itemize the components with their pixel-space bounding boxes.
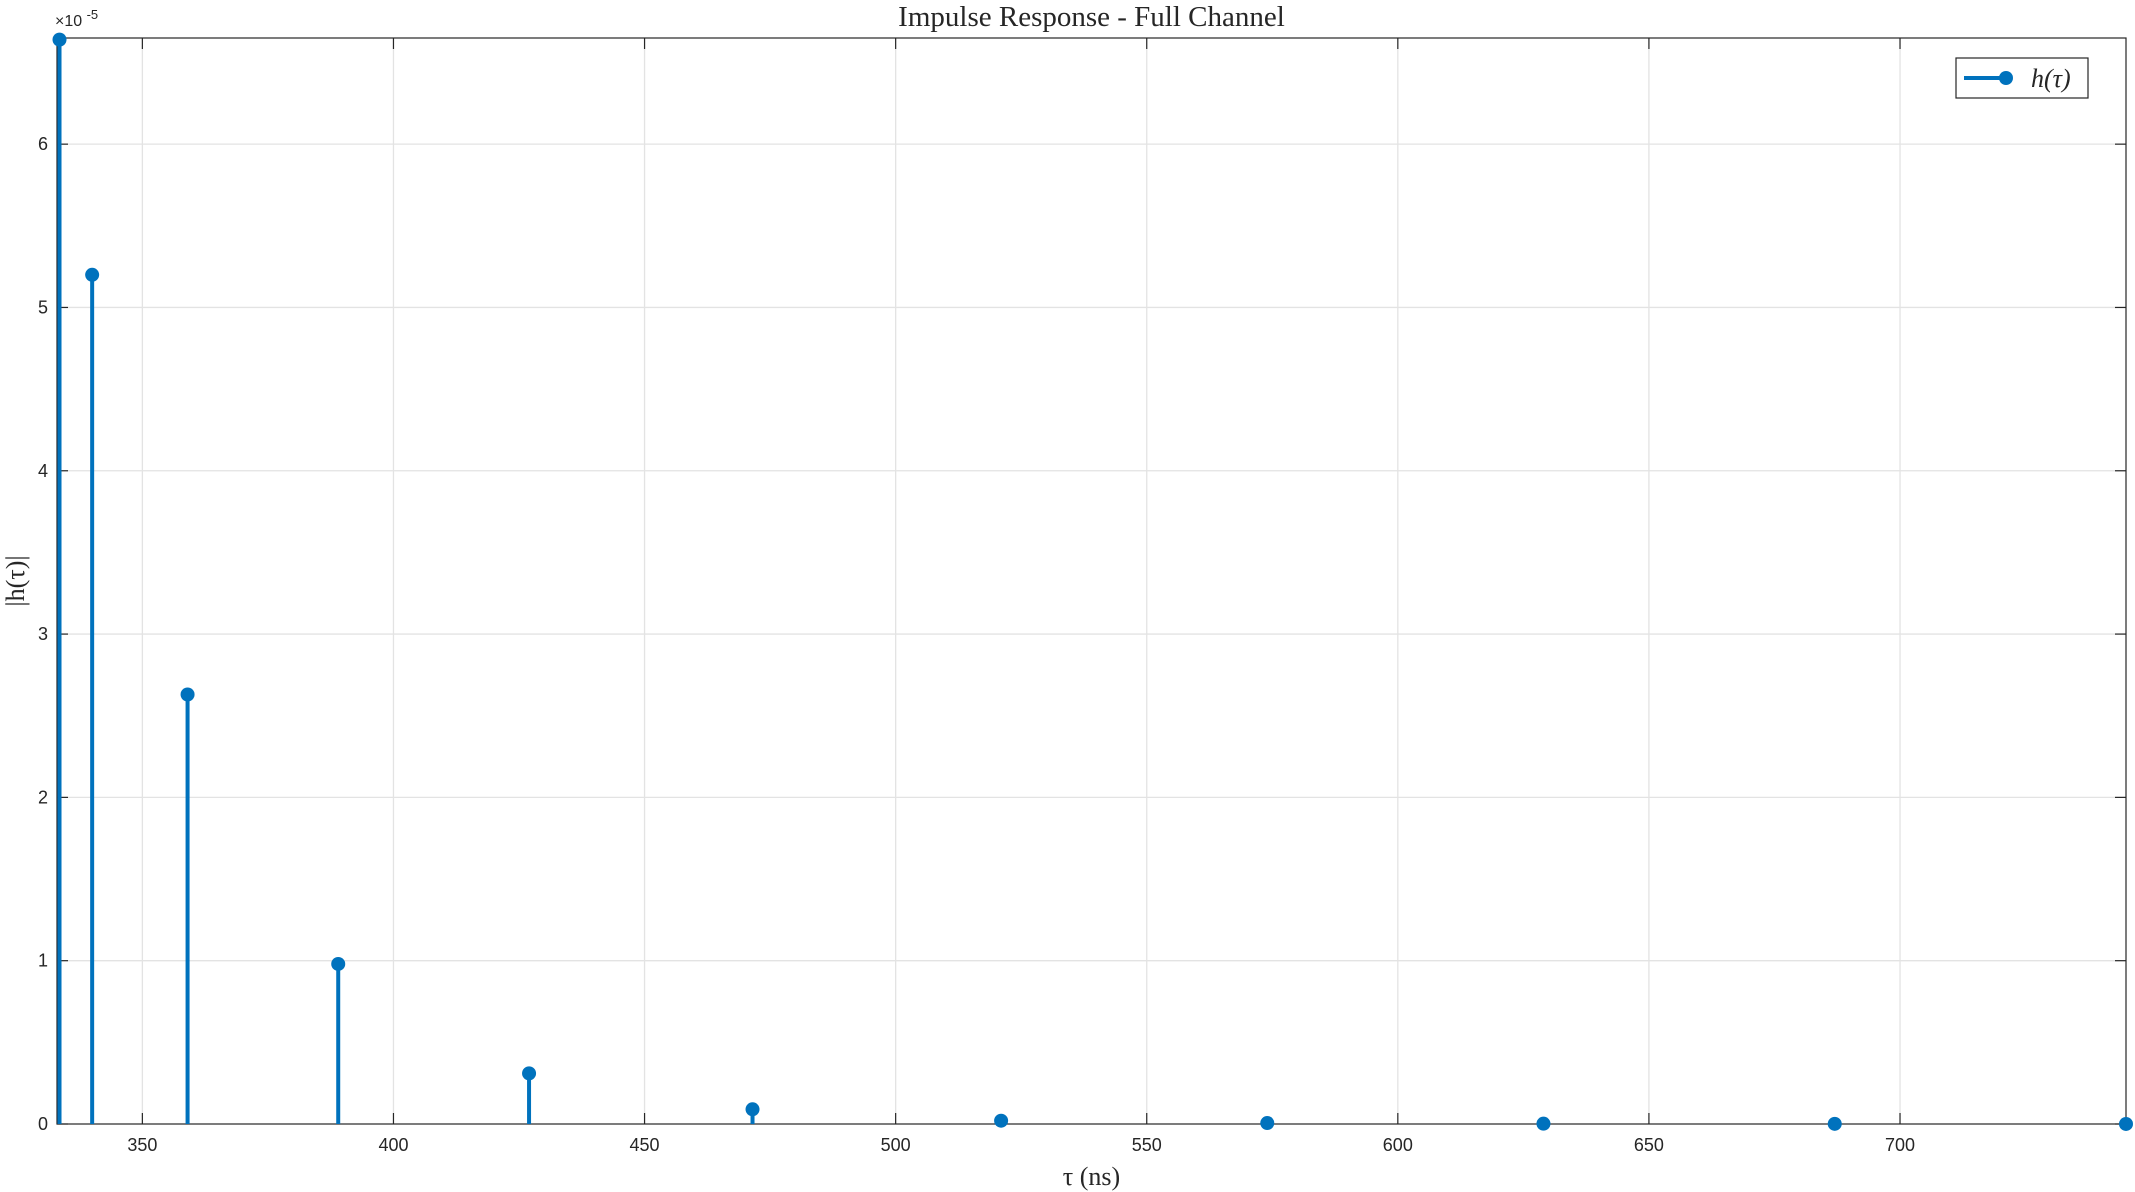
chart-title: Impulse Response - Full Channel	[898, 1, 1285, 33]
stem-marker	[1827, 1116, 1842, 1131]
x-tick-label: 650	[1634, 1135, 1664, 1155]
stem-marker	[745, 1102, 760, 1117]
y-axis-exponent-power: -5	[87, 7, 99, 22]
stem-marker	[85, 267, 100, 282]
y-tick-label: 1	[38, 951, 48, 971]
stem-marker	[52, 32, 67, 47]
stem-marker	[2119, 1116, 2133, 1131]
y-tick-label: 6	[38, 134, 48, 154]
legend-entry-label: h(τ)	[2031, 64, 2071, 93]
x-tick-label: 400	[378, 1135, 408, 1155]
axis-ticks: 350 400 450 500 550 600 650 700 0 1 2 3 4 5 6	[38, 38, 2126, 1155]
stem-marker	[1260, 1116, 1275, 1131]
x-axis-label: τ (ns)	[1063, 1162, 1120, 1191]
x-tick-label: 350	[127, 1135, 157, 1155]
y-axis-exponent: ×10 -5	[55, 7, 98, 30]
y-tick-label: 3	[38, 624, 48, 644]
stem-marker	[180, 687, 195, 702]
stem-marker	[331, 956, 346, 971]
y-axis-exponent-base: ×10	[55, 13, 82, 30]
x-tick-label: 450	[630, 1135, 660, 1155]
legend: h(τ)	[1955, 57, 2089, 99]
x-tick-label: 500	[881, 1135, 911, 1155]
y-tick-label: 0	[38, 1114, 48, 1134]
y-axis-label: |h(τ)|	[1, 555, 30, 606]
plot-frame	[56, 37, 2127, 1125]
stem-marker	[1536, 1116, 1551, 1131]
data-series	[52, 32, 2133, 1131]
x-tick-label: 550	[1132, 1135, 1162, 1155]
stem-marker	[522, 1066, 537, 1081]
legend-marker-sample	[1999, 71, 2013, 85]
y-tick-label: 5	[38, 297, 48, 317]
x-tick-label: 700	[1885, 1135, 1915, 1155]
y-tick-label: 2	[38, 787, 48, 807]
x-tick-label: 600	[1383, 1135, 1413, 1155]
grid-lines	[57, 38, 2126, 1124]
y-tick-label: 4	[38, 461, 48, 481]
stem-marker	[994, 1113, 1009, 1128]
